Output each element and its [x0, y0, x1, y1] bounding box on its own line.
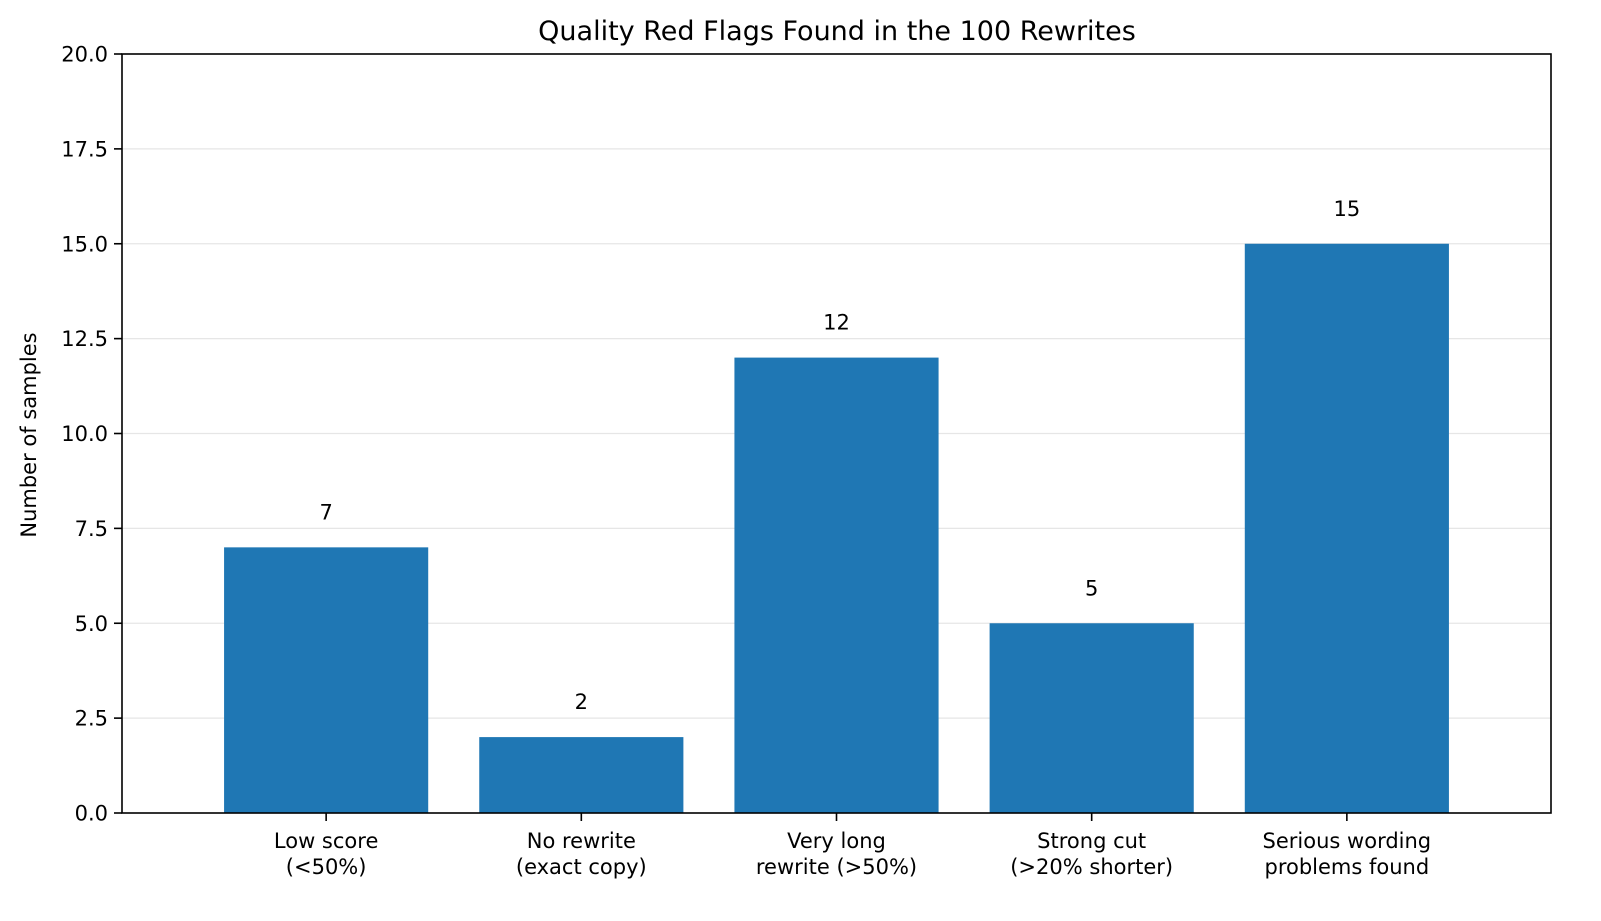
value-labels: 7 2 12 5 15	[319, 197, 1360, 714]
bar-value-label: 2	[575, 690, 588, 714]
x-tick-label-line: (>20% shorter)	[1010, 855, 1173, 879]
y-tick-label: 10.0	[61, 422, 108, 446]
y-tick-label: 17.5	[61, 137, 108, 161]
bars	[224, 243, 1449, 813]
x-tick-label: Low score (<50%)	[274, 829, 378, 879]
bar	[734, 357, 939, 813]
bar-value-label: 7	[319, 500, 332, 524]
y-tick-label: 7.5	[75, 517, 108, 541]
y-tick-label: 2.5	[75, 707, 108, 731]
x-tick-label-line: Low score	[274, 829, 378, 853]
x-tick-label: No rewrite (exact copy)	[516, 829, 647, 879]
bar	[479, 737, 684, 813]
x-tick-label: Serious wording problems found	[1263, 829, 1432, 879]
x-tick-label-line: (<50%)	[286, 855, 367, 879]
x-tick-label-line: No rewrite	[527, 829, 636, 853]
x-tick-label-line: (exact copy)	[516, 855, 647, 879]
y-tick-label: 15.0	[61, 232, 108, 256]
x-tick-label-line: rewrite (>50%)	[756, 855, 917, 879]
y-tick-label: 0.0	[75, 802, 108, 826]
x-tick-label: Strong cut (>20% shorter)	[1010, 829, 1173, 879]
bar	[989, 623, 1194, 813]
bar	[224, 547, 429, 813]
x-tick-label-line: Very long	[787, 829, 886, 853]
axes: 0.0 2.5 5.0 7.5 10.0 12.5 15.0 17.5 20.0 Low scor…	[61, 43, 1552, 879]
bar-value-label: 15	[1333, 197, 1360, 221]
x-tick-label-line: problems found	[1265, 855, 1430, 879]
x-tick-label-line: Serious wording	[1263, 829, 1432, 853]
chart-title: Quality Red Flags Found in the 100 Rewri…	[538, 16, 1136, 47]
y-axis-label: Number of samples	[17, 332, 41, 537]
y-tick-label: 12.5	[61, 327, 108, 351]
bar-value-label: 5	[1085, 576, 1098, 600]
y-tick-label: 5.0	[75, 612, 108, 636]
x-tick-label: Very long rewrite (>50%)	[756, 829, 917, 879]
bar	[1244, 243, 1449, 813]
x-tick-label-line: Strong cut	[1037, 829, 1146, 853]
bar-value-label: 12	[823, 311, 850, 335]
y-tick-label: 20.0	[61, 43, 108, 67]
